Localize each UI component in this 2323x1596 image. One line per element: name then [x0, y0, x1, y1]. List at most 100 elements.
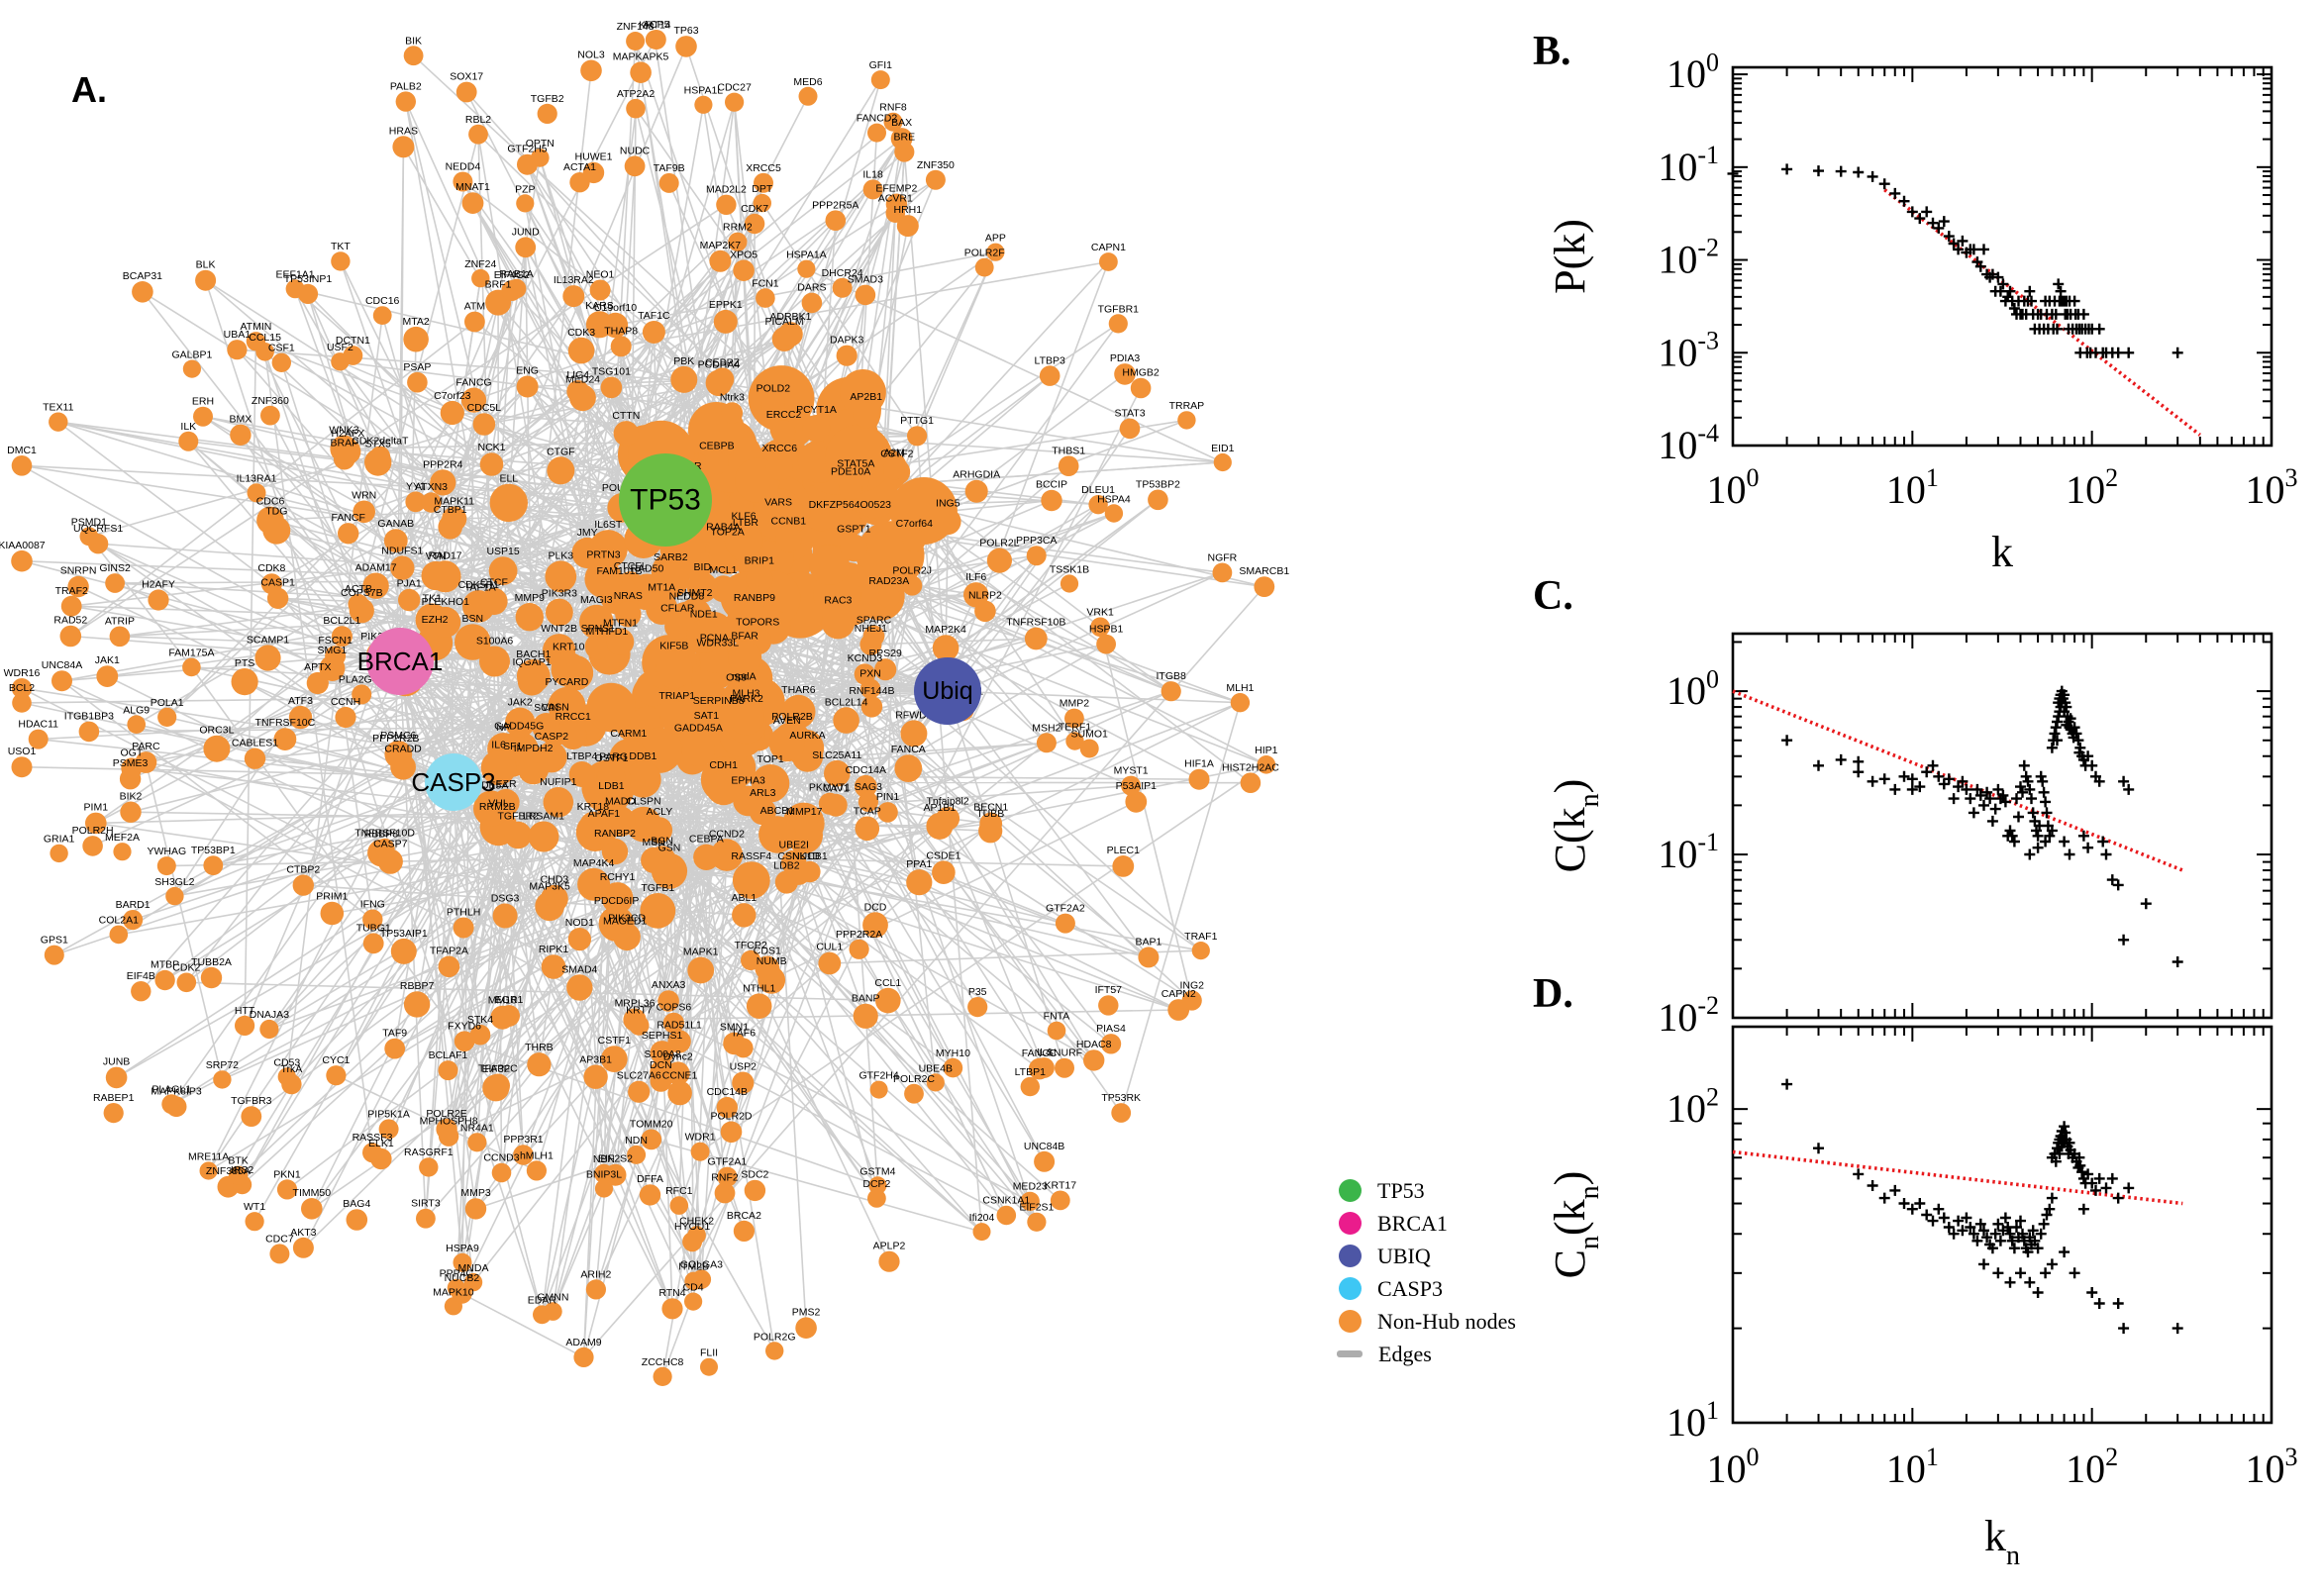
network-node-label: CAV1	[823, 783, 850, 795]
network-node-label: CRADD	[384, 744, 422, 755]
network-node	[666, 1061, 690, 1085]
legend-item-non-hub-nodes: Non-Hub nodes	[1339, 1305, 1516, 1338]
network-node	[454, 624, 491, 660]
plot-frame	[1731, 65, 2273, 448]
network-node-label: S100A6	[476, 636, 514, 648]
network-node-label: APP	[985, 233, 1006, 245]
network-node-label: HDAC8	[1076, 1039, 1112, 1050]
network-node-label: CSNK1D	[777, 850, 820, 862]
network-node	[860, 696, 883, 718]
network-node-label: UNC84B	[1024, 1141, 1064, 1152]
network-node-label: TCAP	[854, 806, 881, 818]
network-node	[705, 450, 729, 475]
network-node-label: MT1A	[648, 582, 675, 594]
network-node-label: PTHLH	[447, 907, 480, 919]
network-node-label: DCP2	[862, 1178, 890, 1190]
network-node	[1047, 1021, 1066, 1041]
network-node	[858, 791, 879, 813]
network-node-label: ATMIN	[240, 321, 271, 333]
network-node-label: EIF2S1	[1019, 1202, 1054, 1214]
tick-label: 101	[1886, 463, 1939, 512]
network-node	[562, 285, 585, 308]
network-node	[1112, 855, 1135, 877]
network-node	[1177, 411, 1196, 430]
network-node-label: RCHY1	[600, 871, 636, 883]
network-node	[11, 756, 33, 778]
network-node	[453, 917, 474, 939]
network-node-label: TNFRSF10D	[354, 828, 415, 840]
network-node	[492, 903, 518, 929]
network-node-label: TOMM20	[630, 1119, 673, 1131]
network-node-label: MAP2K7	[700, 240, 742, 251]
network-node-label: PPP3R1	[503, 1134, 543, 1146]
network-node	[746, 565, 773, 593]
network-node	[601, 838, 629, 865]
network-node-label: FSCN1	[318, 635, 353, 647]
network-node-label: ING2	[1179, 979, 1204, 991]
network-node	[468, 124, 488, 145]
network-node	[589, 279, 611, 301]
network-node-label: MAP3K5	[529, 881, 570, 893]
network-node-label: MTHFD1	[586, 626, 629, 638]
network-node-label: RBBP7	[400, 980, 435, 992]
network-node	[996, 1205, 1017, 1226]
network-node	[870, 70, 890, 90]
network-node	[429, 560, 461, 593]
network-node-label: EFEMP2	[875, 182, 917, 194]
network-node-label: BCCIP	[1036, 479, 1067, 491]
network-node	[390, 555, 415, 580]
network-node	[235, 1015, 255, 1036]
edge-swatch-icon	[1337, 1350, 1363, 1357]
scatter-markers	[1781, 1078, 2183, 1335]
network-node-label: MEF2A	[105, 832, 140, 844]
network-node-label: CUL1	[816, 942, 843, 953]
network-node-label: PPP2R2A	[836, 929, 882, 941]
network-node-label: TKT	[331, 241, 351, 252]
network-node-label: ZNF385A	[206, 1165, 251, 1177]
network-node-label: HSPB1	[1089, 624, 1124, 636]
network-node-label: TAF1C	[638, 310, 670, 322]
fit-line	[1732, 689, 2183, 872]
network-node	[986, 243, 1005, 261]
network-node-label: CTCFL	[614, 560, 648, 572]
network-node-label: NOL3	[577, 50, 605, 61]
network-node-label: CARM1	[610, 728, 647, 740]
network-node	[489, 483, 528, 523]
network-node	[96, 665, 119, 687]
network-node-label: GMNN	[537, 1291, 568, 1303]
network-node-label: GSTM4	[859, 1165, 895, 1177]
network-node-label: PPP2R4	[423, 458, 462, 470]
network-node-label: FXYD6	[448, 1020, 481, 1032]
network-node	[331, 251, 351, 271]
network-node	[120, 801, 142, 823]
network-node-label: PDE5A	[474, 780, 508, 792]
network-node	[438, 955, 460, 978]
network-node	[1130, 377, 1152, 399]
network-node	[900, 720, 928, 748]
network-node	[203, 735, 231, 762]
network-node	[516, 375, 539, 398]
network-node	[230, 424, 252, 446]
network-node-label: KIAA0087	[0, 540, 46, 551]
network-node	[109, 626, 131, 648]
network-node-label: POLR2C	[893, 1073, 935, 1085]
network-node	[833, 707, 859, 734]
network-node	[681, 733, 716, 766]
network-node	[281, 1073, 302, 1095]
network-node-label: P35	[968, 986, 987, 998]
network-node-label: NUDC	[620, 145, 651, 156]
network-node-label: MLH1	[1226, 682, 1254, 694]
network-node-label: HSPA1A	[786, 249, 827, 261]
network-node	[717, 1166, 738, 1187]
network-node	[348, 593, 369, 615]
network-node-label: SIRT3	[411, 1198, 441, 1210]
network-node-label: FLII	[700, 1347, 718, 1359]
network-node	[867, 1189, 886, 1208]
network-node-label: PIK3CD	[608, 913, 646, 925]
network-node-label: ANXA3	[652, 979, 686, 991]
network-node	[694, 95, 713, 114]
network-node-label: DARS	[797, 282, 826, 294]
scatter-markers	[1727, 163, 2183, 358]
network-node	[1028, 1057, 1051, 1080]
